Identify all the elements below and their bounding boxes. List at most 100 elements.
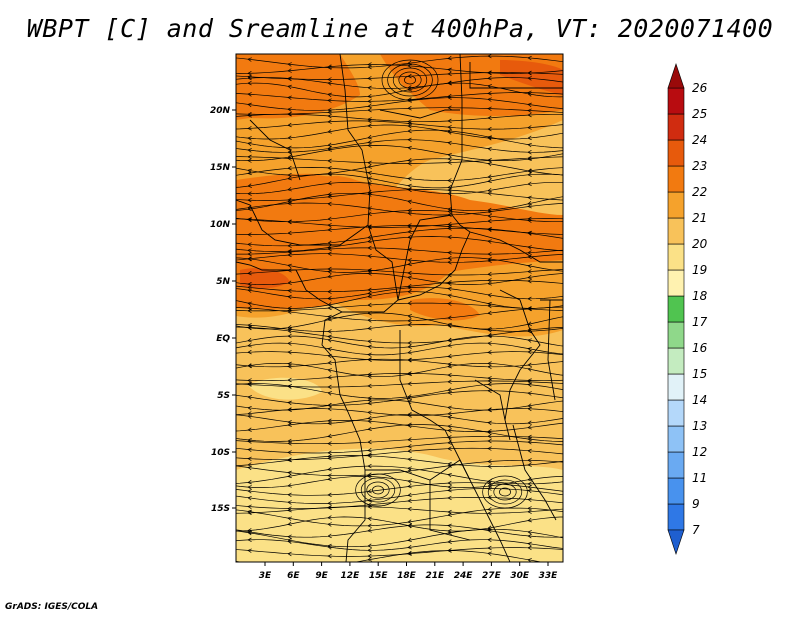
streamline-51 (236, 413, 563, 425)
streamline-arrow-40-2 (247, 338, 252, 343)
streamline-arrow-66-7 (287, 521, 292, 527)
streamline-arrow-46-17 (367, 383, 372, 389)
vortex-ring-75 (387, 63, 433, 97)
streamline-arrow-11-22 (407, 128, 412, 134)
streamline-arrow-27-27 (447, 250, 452, 255)
streamline-arrow-41-17 (367, 352, 372, 357)
streamline-arrow-27-32 (487, 251, 492, 257)
streamline-arrow-44-17 (367, 374, 372, 379)
colorbar-box-11 (667, 217, 685, 245)
streamline-arrow-38-32 (487, 327, 492, 333)
streamline-arrow-58-32 (487, 459, 492, 464)
streamline-8 (236, 113, 563, 123)
streamline-arrow-4-27 (447, 81, 452, 86)
streamline-arrow-52-12 (327, 418, 332, 424)
streamline-arrow-6-2 (247, 102, 252, 108)
streamline-arrow-29-27 (447, 255, 452, 261)
streamline-arrow-17-32 (487, 178, 492, 184)
streamline-arrow-16-27 (447, 178, 452, 183)
streamline-arrow-57-32 (487, 464, 492, 469)
streamline-arrow-26-12 (327, 244, 332, 250)
colorbar-label-22: 22 (692, 185, 707, 199)
streamline-arrow-61-22 (407, 484, 412, 489)
streamline-59 (236, 465, 563, 485)
streamline-arrow-25-12 (327, 240, 332, 246)
streamline-arrow-2-12 (327, 77, 332, 82)
streamline-arrow-68-17 (367, 543, 372, 549)
colorbar-box-2 (667, 451, 685, 479)
streamline-arrow-12-17 (367, 140, 372, 145)
streamline-arrow-24-7 (287, 230, 292, 236)
streamline-arrow-43-12 (327, 360, 332, 365)
streamline-arrow-13-17 (367, 143, 372, 148)
streamline-arrow-40-27 (447, 337, 452, 343)
streamline-17 (236, 173, 563, 189)
streamline-28 (236, 253, 563, 263)
streamline-arrow-3-7 (287, 76, 292, 81)
colorbar-box-7 (667, 321, 685, 349)
streamline-arrow-9-2 (247, 126, 252, 131)
streamline-arrow-26-2 (247, 248, 252, 253)
streamline-arrow-29-22 (407, 261, 412, 267)
colorbar-label-11: 11 (692, 471, 707, 485)
vortex-ring-79 (360, 477, 396, 503)
streamline-arrow-6-37 (527, 102, 532, 108)
streamline-arrow-57-2 (247, 462, 252, 467)
border-14 (379, 109, 460, 119)
streamline-58 (236, 459, 563, 477)
streamline-arrow-39-22 (407, 340, 412, 346)
streamline-arrow-20-32 (487, 207, 492, 213)
streamline-arrow-60-22 (407, 479, 412, 484)
streamlines (236, 54, 563, 562)
streamline-41 (236, 342, 563, 356)
streamline-arrow-68-37 (527, 530, 532, 535)
streamline-arrow-45-12 (327, 375, 332, 380)
lat-label-7: 15S (211, 504, 230, 514)
streamline-arrow-70-37 (527, 545, 532, 551)
streamline-arrow-69-2 (247, 537, 252, 543)
border-7 (397, 214, 453, 301)
streamline-arrow-30-17 (367, 268, 372, 273)
streamline-arrow-46-37 (527, 379, 532, 385)
streamline-arrow-28-22 (407, 258, 412, 263)
streamline-arrow-61-12 (327, 492, 332, 498)
streamline-43 (236, 358, 563, 368)
streamline-arrow-6-22 (407, 98, 412, 103)
streamline-20 (236, 192, 563, 212)
streamline-arrow-11-37 (527, 142, 532, 148)
streamline-arrow-30-32 (487, 271, 492, 277)
streamline-arrow-4-32 (487, 84, 492, 89)
streamline-arrow-39-32 (487, 332, 492, 338)
streamline-54 (236, 435, 563, 445)
streamline-arrow-12-2 (247, 148, 252, 153)
streamline-arrow-21-7 (287, 201, 292, 206)
streamline-21 (236, 202, 563, 216)
streamline-arrow-22-12 (327, 216, 332, 222)
streamline-arrow-5-12 (327, 98, 332, 103)
lat-label-4: EQ (216, 334, 230, 344)
lon-label-5: 18E (397, 571, 417, 581)
streamline-arrow-66-17 (367, 516, 372, 521)
streamline-arrow-60-7 (287, 483, 292, 488)
streamline-arrow-7-12 (327, 110, 332, 115)
streamline-arrow-50-7 (287, 407, 292, 412)
streamline-arrow-13-2 (247, 158, 252, 163)
streamline-arrow-21-27 (447, 212, 452, 218)
streamline-arrow-58-17 (367, 472, 372, 477)
streamline-arrow-62-17 (367, 498, 372, 503)
streamline-arrow-62-27 (447, 487, 452, 493)
streamline-arrow-13-27 (447, 152, 452, 158)
streamline-arrow-32-32 (487, 278, 492, 283)
streamline-12 (236, 139, 563, 153)
streamline-arrow-2-32 (487, 70, 492, 75)
streamline-arrow-35-17 (367, 302, 372, 308)
streamline-arrow-60-27 (447, 484, 452, 490)
lon-label-0: 3E (259, 571, 272, 581)
streamline-52 (236, 420, 563, 432)
streamline-arrow-66-27 (447, 528, 452, 534)
streamline-arrow-40-32 (487, 333, 492, 339)
streamline-arrow-14-27 (447, 160, 452, 165)
streamline-arrow-25-17 (367, 235, 372, 240)
streamline-arrow-46-27 (447, 379, 452, 384)
streamline-70 (236, 547, 563, 557)
